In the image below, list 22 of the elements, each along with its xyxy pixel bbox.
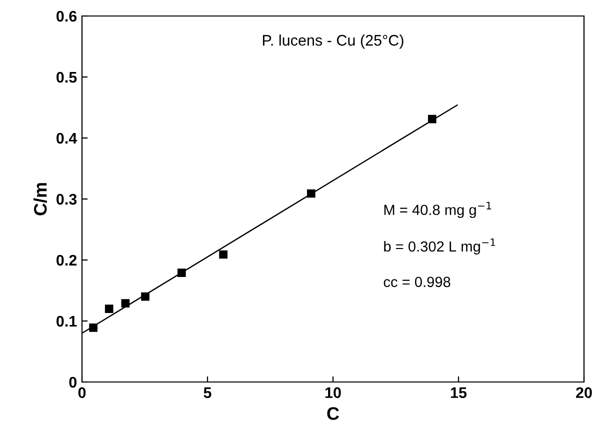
x-tick-label: 0 [78, 387, 86, 398]
x-tick-label: 20 [576, 387, 592, 398]
x-tick-label: 5 [204, 387, 212, 398]
y-tick-label: 0.2 [56, 254, 77, 266]
text: P. lucens - Cu (25°C) [262, 34, 404, 49]
x-tick-label: 10 [325, 387, 341, 398]
y-tick-label: 0.6 [56, 10, 77, 22]
x-tick-label: 15 [450, 387, 467, 398]
y-tick-label: 0.3 [56, 194, 77, 205]
point [121, 299, 130, 308]
y-tick-label: 0 [69, 376, 77, 388]
y-tick-label: 0.5 [56, 72, 77, 83]
y-axis-title: C/m [34, 183, 47, 216]
x-axis-title: C [327, 407, 340, 420]
point [104, 304, 114, 313]
annotation: cc = 0.998 [384, 276, 450, 288]
point [141, 292, 150, 301]
y-tick-label: 0.4 [56, 132, 78, 144]
y-tick-label: 0.1 [56, 316, 77, 327]
annotation: b = 0.302 L mg$^{−1}$ [384, 238, 496, 255]
annotation: M = 40.8 mg g$^{−1}$ [384, 202, 492, 218]
point [219, 250, 228, 259]
